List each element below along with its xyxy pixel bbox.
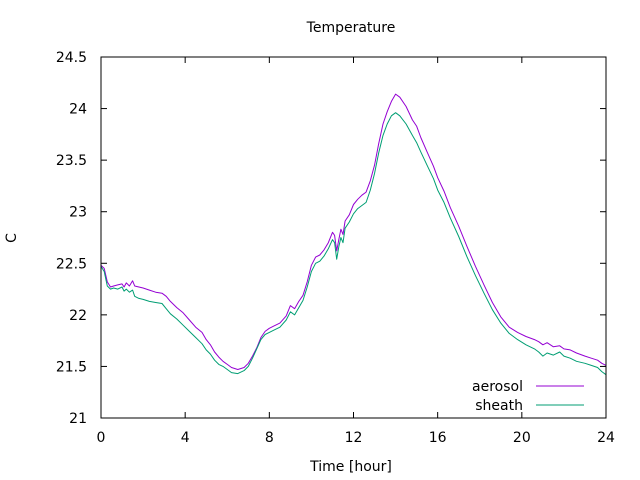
plot-frame — [100, 56, 607, 419]
legend-label-aerosol: aerosol — [472, 379, 523, 395]
y-axis-title: C — [4, 233, 20, 243]
chart-title: Temperature — [306, 20, 396, 36]
y-tick-label: 24.5 — [56, 50, 87, 66]
y-tick-label: 21 — [69, 411, 87, 427]
y-tick-label: 24 — [69, 102, 87, 118]
x-tick-label: 12 — [345, 430, 363, 446]
x-tick-label: 0 — [97, 430, 106, 446]
x-tick-label: 16 — [429, 430, 447, 446]
x-tick-label: 4 — [181, 430, 190, 446]
x-tick-label: 8 — [265, 430, 274, 446]
series-line-sheath — [100, 112, 607, 376]
y-tick-label: 23 — [69, 205, 87, 221]
y-tick-label: 22.5 — [56, 256, 87, 272]
y-tick-label: 23.5 — [56, 153, 87, 169]
x-tick-label: 20 — [513, 430, 531, 446]
x-tick-label: 24 — [597, 430, 615, 446]
legend-label-sheath: sheath — [475, 398, 523, 414]
y-tick-label: 22 — [69, 308, 87, 324]
series-lines — [100, 93, 607, 376]
series-line-aerosol — [100, 93, 607, 370]
legend: aerosol sheath — [472, 379, 584, 414]
x-axis-title: Time [hour] — [309, 459, 392, 475]
y-tick-label: 21.5 — [56, 359, 87, 375]
